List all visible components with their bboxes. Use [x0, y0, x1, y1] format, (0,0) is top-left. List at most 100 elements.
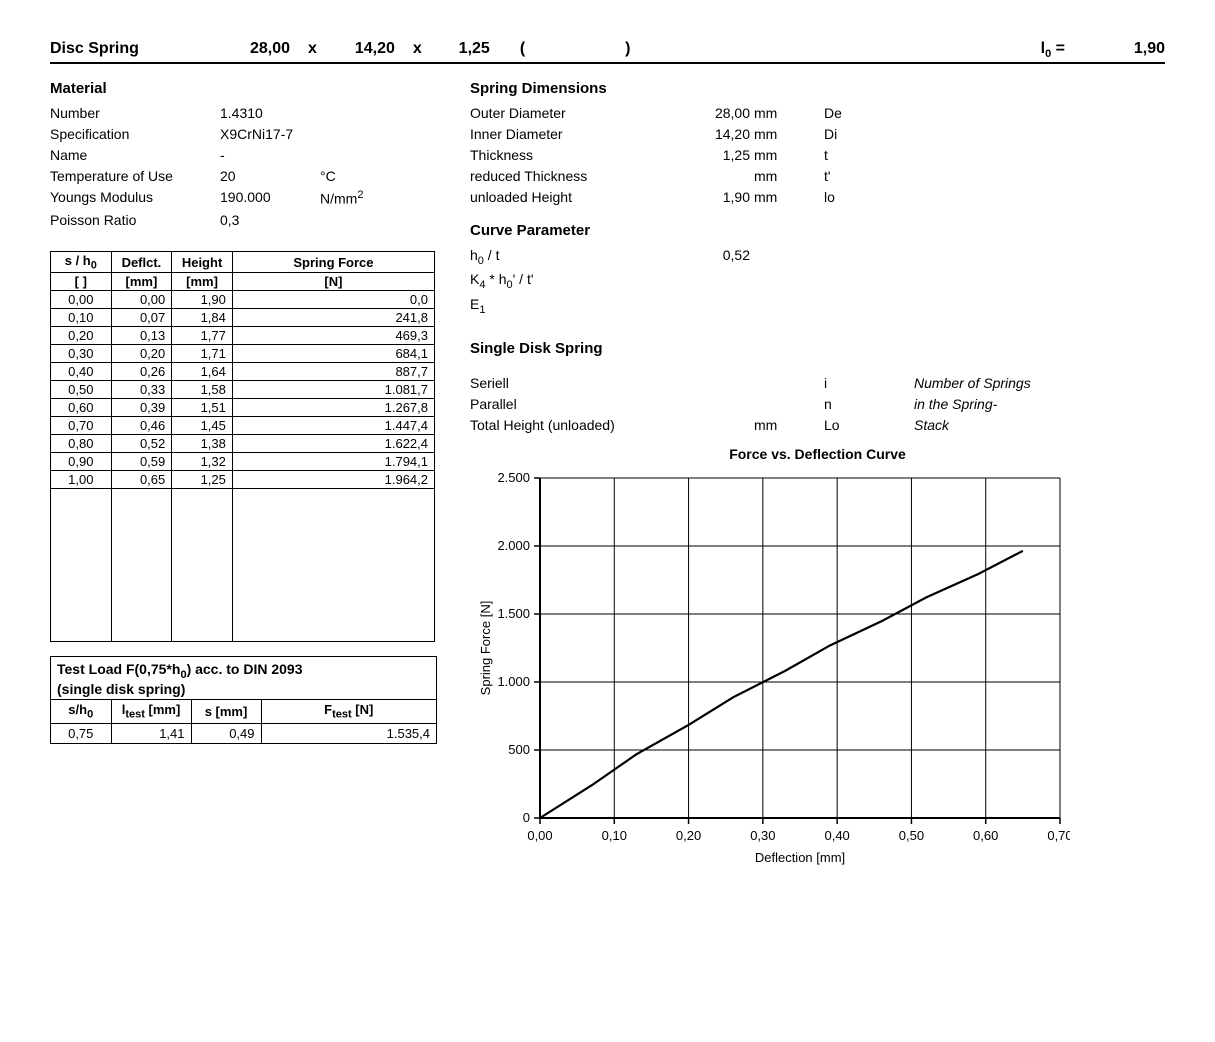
dimension-key: Thickness: [470, 145, 670, 166]
dimension-key: Outer Diameter: [470, 103, 670, 124]
cell-force: 1.447,4: [232, 417, 434, 435]
svg-text:0: 0: [523, 810, 530, 825]
left-column: Material Number1.4310SpecificationX9CrNi…: [50, 74, 450, 871]
dimension-row: Inner Diameter14,20mmDi: [470, 124, 1165, 145]
paren-open: (: [520, 40, 525, 58]
tl-h4: Ftest [N]: [261, 700, 436, 724]
cell-sh0: 0,50: [51, 381, 112, 399]
material-row: Number1.4310: [50, 103, 450, 124]
dimension-unit: mm: [750, 103, 794, 124]
single-disk-symbol: Lo: [794, 415, 884, 436]
material-key: Number: [50, 103, 220, 124]
material-key: Youngs Modulus: [50, 187, 220, 210]
table-row: 0,600,391,511.267,8: [51, 399, 435, 417]
table-row: 0,700,461,451.447,4: [51, 417, 435, 435]
dimension-value: 1,25: [670, 145, 750, 166]
tl-f: 1.535,4: [261, 723, 436, 743]
cell-deflct: 0,46: [111, 417, 172, 435]
curve-param-row: E1: [470, 294, 1165, 318]
material-value: -: [220, 145, 320, 166]
cell-deflct: 0,65: [111, 471, 172, 489]
cell-sh0: 0,20: [51, 327, 112, 345]
material-unit: [320, 124, 380, 145]
dimension-symbol: t: [794, 145, 884, 166]
cell-sh0: 0,60: [51, 399, 112, 417]
cell-deflct: 0,07: [111, 309, 172, 327]
material-value: 1.4310: [220, 103, 320, 124]
material-row: Youngs Modulus190.000N/mm2: [50, 187, 450, 210]
test-load-table: s/h0 ltest [mm] s [mm] Ftest [N] 0,75 1,…: [51, 699, 436, 743]
doc-title: Disc Spring: [50, 40, 230, 58]
table-row: 0,200,131,77469,3: [51, 327, 435, 345]
cell-force: 1.964,2: [232, 471, 434, 489]
single-disk-note: in the Spring-: [884, 394, 997, 415]
dimension-key: reduced Thickness: [470, 166, 670, 187]
table-row: 0,900,591,321.794,1: [51, 453, 435, 471]
material-value: X9CrNi17-7: [220, 124, 320, 145]
single-disk-value: [670, 415, 750, 436]
single-disk-heading: Single Disk Spring: [470, 340, 1165, 357]
curve-param-key: K4 * h0' / t': [470, 269, 670, 293]
header-bar: Disc Spring 28,00 x 14,20 x 1,25 ( ) l0 …: [50, 40, 1165, 64]
cell-deflct: 0,52: [111, 435, 172, 453]
svg-text:Spring Force [N]: Spring Force [N]: [478, 601, 493, 696]
cell-force: 1.794,1: [232, 453, 434, 471]
th-sh0-unit: [ ]: [51, 273, 112, 291]
cell-height: 1,25: [172, 471, 233, 489]
cell-force: 469,3: [232, 327, 434, 345]
deflection-table: s / h0 Deflct. Height Spring Force [ ] […: [50, 251, 435, 643]
force-deflection-chart: 0,000,100,200,300,400,500,600,7005001.00…: [470, 468, 1070, 868]
cell-sh0: 0,90: [51, 453, 112, 471]
table-row: 0,800,521,381.622,4: [51, 435, 435, 453]
dimension-unit: mm: [750, 145, 794, 166]
cell-force: 241,8: [232, 309, 434, 327]
single-disk-key: Parallel: [470, 394, 670, 415]
curve-param-value: [670, 294, 750, 318]
dimension-symbol: lo: [794, 187, 884, 208]
material-row: Poisson Ratio0,3: [50, 210, 450, 231]
svg-text:0,20: 0,20: [676, 828, 701, 843]
svg-text:0,50: 0,50: [899, 828, 924, 843]
tl-h3: s [mm]: [191, 700, 261, 724]
dimension-value: [670, 166, 750, 187]
material-value: 190.000: [220, 187, 320, 210]
material-row: SpecificationX9CrNi17-7: [50, 124, 450, 145]
material-key: Poisson Ratio: [50, 210, 220, 231]
svg-text:2.500: 2.500: [497, 470, 530, 485]
th-deflct: Deflct.: [111, 251, 172, 273]
dimension-symbol: De: [794, 103, 884, 124]
cell-sh0: 1,00: [51, 471, 112, 489]
cell-sh0: 0,40: [51, 363, 112, 381]
material-unit: °C: [320, 166, 380, 187]
cell-sh0: 0,80: [51, 435, 112, 453]
single-disk-key: Seriell: [470, 373, 670, 394]
table-row: 0,000,001,900,0: [51, 291, 435, 309]
material-unit: [320, 145, 380, 166]
table-row: 0,500,331,581.081,7: [51, 381, 435, 399]
tl-sh0: 0,75: [51, 723, 111, 743]
cell-sh0: 0,00: [51, 291, 112, 309]
tl-s: 0,49: [191, 723, 261, 743]
th-deflct-unit: [mm]: [111, 273, 172, 291]
l0-label: l0 =: [1041, 40, 1065, 60]
single-disk-unit: [750, 373, 794, 394]
cell-height: 1,90: [172, 291, 233, 309]
svg-text:Deflection [mm]: Deflection [mm]: [755, 850, 845, 865]
svg-text:0,10: 0,10: [602, 828, 627, 843]
th-height: Height: [172, 251, 233, 273]
curve-param-value: [670, 269, 750, 293]
curve-param-key: h0 / t: [470, 245, 670, 269]
cell-height: 1,38: [172, 435, 233, 453]
th-force-unit: [N]: [232, 273, 434, 291]
dimension-key: Inner Diameter: [470, 124, 670, 145]
cell-force: 0,0: [232, 291, 434, 309]
material-value: 20: [220, 166, 320, 187]
single-disk-value: [670, 373, 750, 394]
cell-height: 1,64: [172, 363, 233, 381]
material-value: 0,3: [220, 210, 320, 231]
material-key: Temperature of Use: [50, 166, 220, 187]
material-heading: Material: [50, 80, 450, 97]
single-disk-unit: mm: [750, 415, 794, 436]
cell-force: 887,7: [232, 363, 434, 381]
dimension-unit: mm: [750, 166, 794, 187]
